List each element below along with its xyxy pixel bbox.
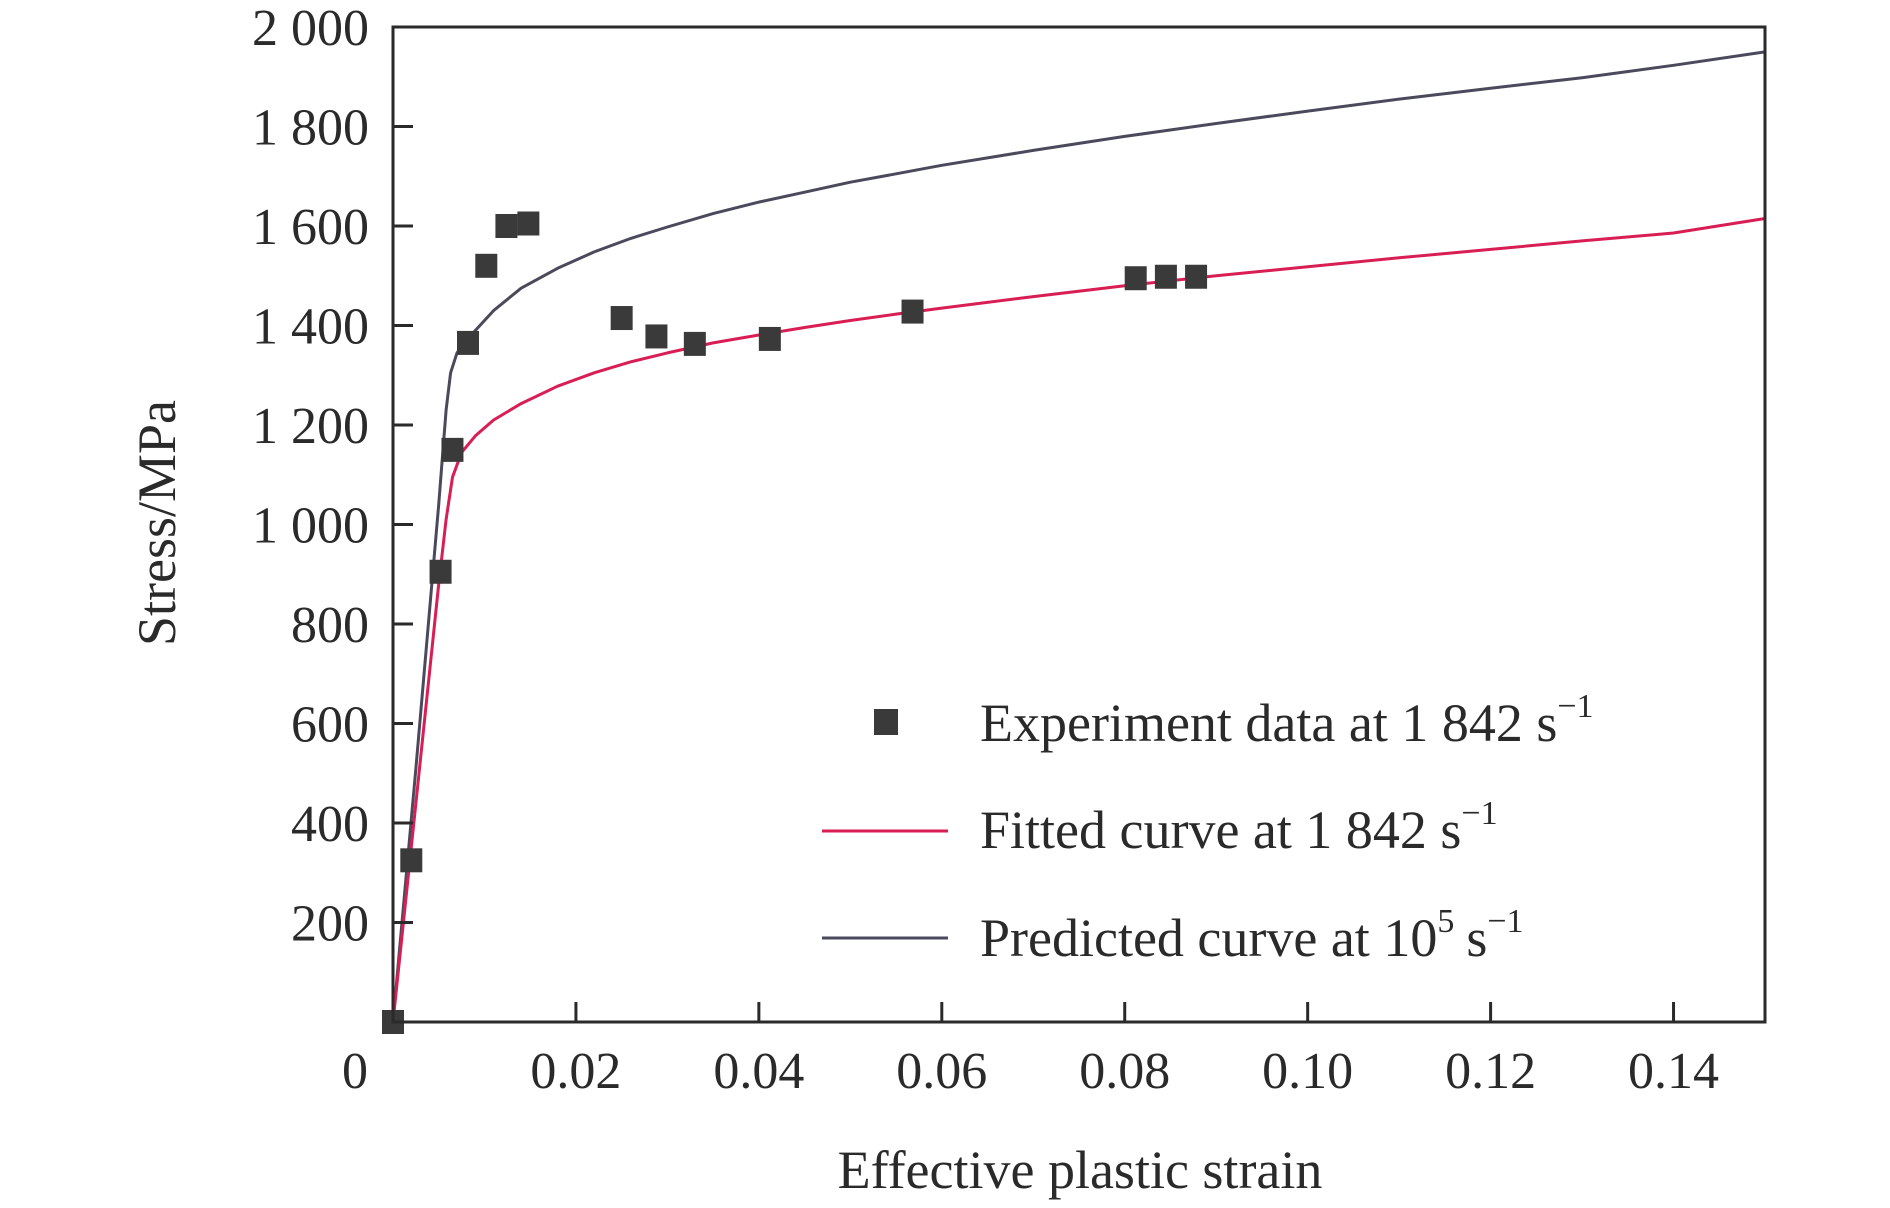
data-point: [495, 214, 518, 238]
data-point: [758, 326, 781, 351]
legend-label-predicted: Predicted curve at 105 s−1: [980, 903, 1524, 968]
y-tick-label: 600: [291, 697, 369, 754]
data-point: [457, 330, 480, 355]
x-tick-label: 0.14: [1628, 1043, 1719, 1100]
data-point: [1185, 264, 1208, 289]
x-tick-label: 0: [342, 1043, 368, 1100]
series-line-2: [391, 50, 1766, 1023]
legend-marker-experiment: [874, 709, 898, 735]
y-tick-label: 1 000: [252, 498, 369, 555]
data-point: [901, 299, 924, 324]
data-point: [683, 331, 706, 356]
y-tick-label: 1 400: [252, 299, 369, 356]
data-point: [645, 324, 668, 349]
y-tick-label: 1 600: [252, 199, 369, 256]
x-tick-label: 0.08: [1079, 1043, 1170, 1100]
x-tick-label: 0.02: [530, 1043, 621, 1100]
marks-layer: [382, 211, 1208, 1034]
data-point: [517, 211, 540, 236]
plot-frame: [391, 25, 1767, 1024]
series-line-1: [391, 217, 1766, 1023]
y-tick-label: 200: [291, 896, 369, 953]
data-point: [1124, 266, 1147, 291]
data-point: [400, 848, 423, 873]
x-tick-label: 0.12: [1445, 1043, 1536, 1100]
x-tick-label: 0.06: [896, 1043, 987, 1100]
plot-layer: [391, 50, 1766, 1023]
data-point: [429, 559, 452, 584]
x-axis-title: Effective plastic strain: [838, 1140, 1323, 1200]
legend: Experiment data at 1 842 s−1 Fitted curv…: [822, 688, 1594, 968]
data-point: [441, 437, 464, 462]
y-tick-label: 800: [291, 597, 369, 654]
y-tick-label: 1 800: [252, 100, 369, 157]
axes-layer: 0 0.02 0.04 0.06 0.08 0.10 0.12 0.14 200 400 600 80…: [252, 0, 1767, 1100]
data-point: [610, 306, 633, 331]
y-tick-label: 2 000: [252, 0, 369, 57]
y-axis-title: Stress/MPa: [127, 400, 187, 646]
y-tick-label: 1 200: [252, 398, 369, 455]
data-point: [1154, 264, 1177, 289]
data-point: [475, 253, 498, 278]
x-tick-label: 0.04: [713, 1043, 804, 1100]
legend-label-fitted: Fitted curve at 1 842 s−1: [980, 795, 1498, 860]
x-tick-label: 0.10: [1262, 1043, 1353, 1100]
y-tick-label: 400: [291, 796, 369, 853]
legend-label-experiment: Experiment data at 1 842 s−1: [980, 688, 1594, 753]
